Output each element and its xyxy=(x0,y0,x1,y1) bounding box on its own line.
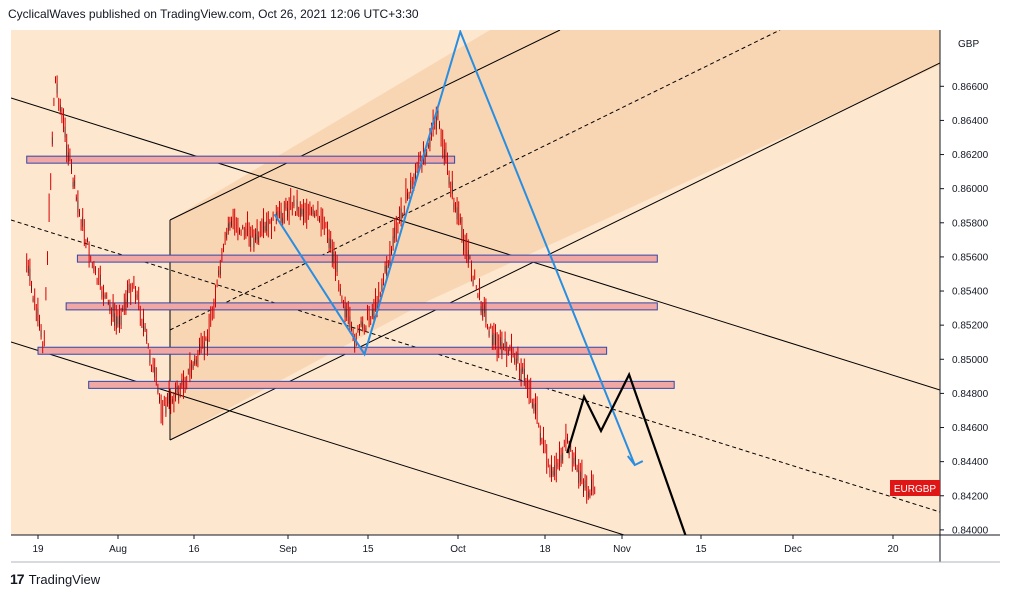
time-tick-label: Dec xyxy=(784,544,802,555)
price-tick-label: 0.84600 xyxy=(952,423,989,434)
rising-channel-lower-line xyxy=(169,62,940,441)
time-tick-label: 18 xyxy=(539,544,551,555)
rising-channel-upper-line xyxy=(169,30,561,221)
falling-channel-lower-line xyxy=(11,341,626,535)
symbol-badge xyxy=(890,480,940,496)
time-tick-label: 20 xyxy=(887,544,899,555)
support-resistance-zone xyxy=(76,254,658,263)
price-tick-label: 0.86000 xyxy=(952,184,989,195)
falling-channel-mid-line xyxy=(11,219,940,513)
time-tick-label: Sep xyxy=(279,544,297,555)
symbol-badge-label: EURGBP xyxy=(894,484,937,495)
rising-channel-mid-line xyxy=(169,30,781,331)
price-tick-label: 0.85800 xyxy=(952,218,989,229)
time-tick-label: 19 xyxy=(32,544,44,555)
published-caption: CyclicalWaves published on TradingView.c… xyxy=(8,7,419,21)
support-resistance-zone xyxy=(88,380,675,389)
time-tick-label: Nov xyxy=(613,544,631,555)
currency-label: GBP xyxy=(958,39,979,50)
price-tick-label: 0.84200 xyxy=(952,491,989,502)
price-tick-label: 0.84800 xyxy=(952,389,989,400)
price-tick-label: 0.85400 xyxy=(952,287,989,298)
support-resistance-zone xyxy=(37,346,608,355)
falling-channel-upper-line xyxy=(11,97,940,391)
price-tick-label: 0.85600 xyxy=(952,252,989,263)
rising-channel-fill xyxy=(170,30,940,440)
time-axis[interactable]: 19 Aug 16 Sep 15 Oct 18 Nov 15 Dec 20 xyxy=(32,535,899,555)
time-tick-label: Aug xyxy=(109,544,127,555)
price-tick-label: 0.84400 xyxy=(952,457,989,468)
time-tick-label: Oct xyxy=(450,544,466,555)
blue-projection-path xyxy=(273,30,636,466)
tradingview-logo-icon: 17 xyxy=(10,571,25,587)
support-resistance-zone xyxy=(26,155,456,164)
time-tick-label: 15 xyxy=(362,544,374,555)
footer: 17 TradingView xyxy=(10,571,100,587)
price-axis[interactable]: 0.86600 0.86400 0.86200 0.86000 0.85800 0.856… xyxy=(940,82,989,537)
blue-arrow-head xyxy=(626,455,644,467)
support-resistance-zone xyxy=(65,302,658,311)
price-tick-label: 0.86400 xyxy=(952,116,989,127)
price-tick-label: 0.85000 xyxy=(952,355,989,366)
price-tick-label: 0.86200 xyxy=(952,150,989,161)
time-tick-label: 15 xyxy=(695,544,707,555)
price-tick-label: 0.85200 xyxy=(952,321,989,332)
black-projection-path xyxy=(566,371,687,535)
footer-brand: TradingView xyxy=(28,571,101,587)
time-tick-label: 16 xyxy=(188,544,200,555)
price-tick-label: 0.84000 xyxy=(952,525,989,536)
price-tick-label: 0.86600 xyxy=(952,82,989,93)
